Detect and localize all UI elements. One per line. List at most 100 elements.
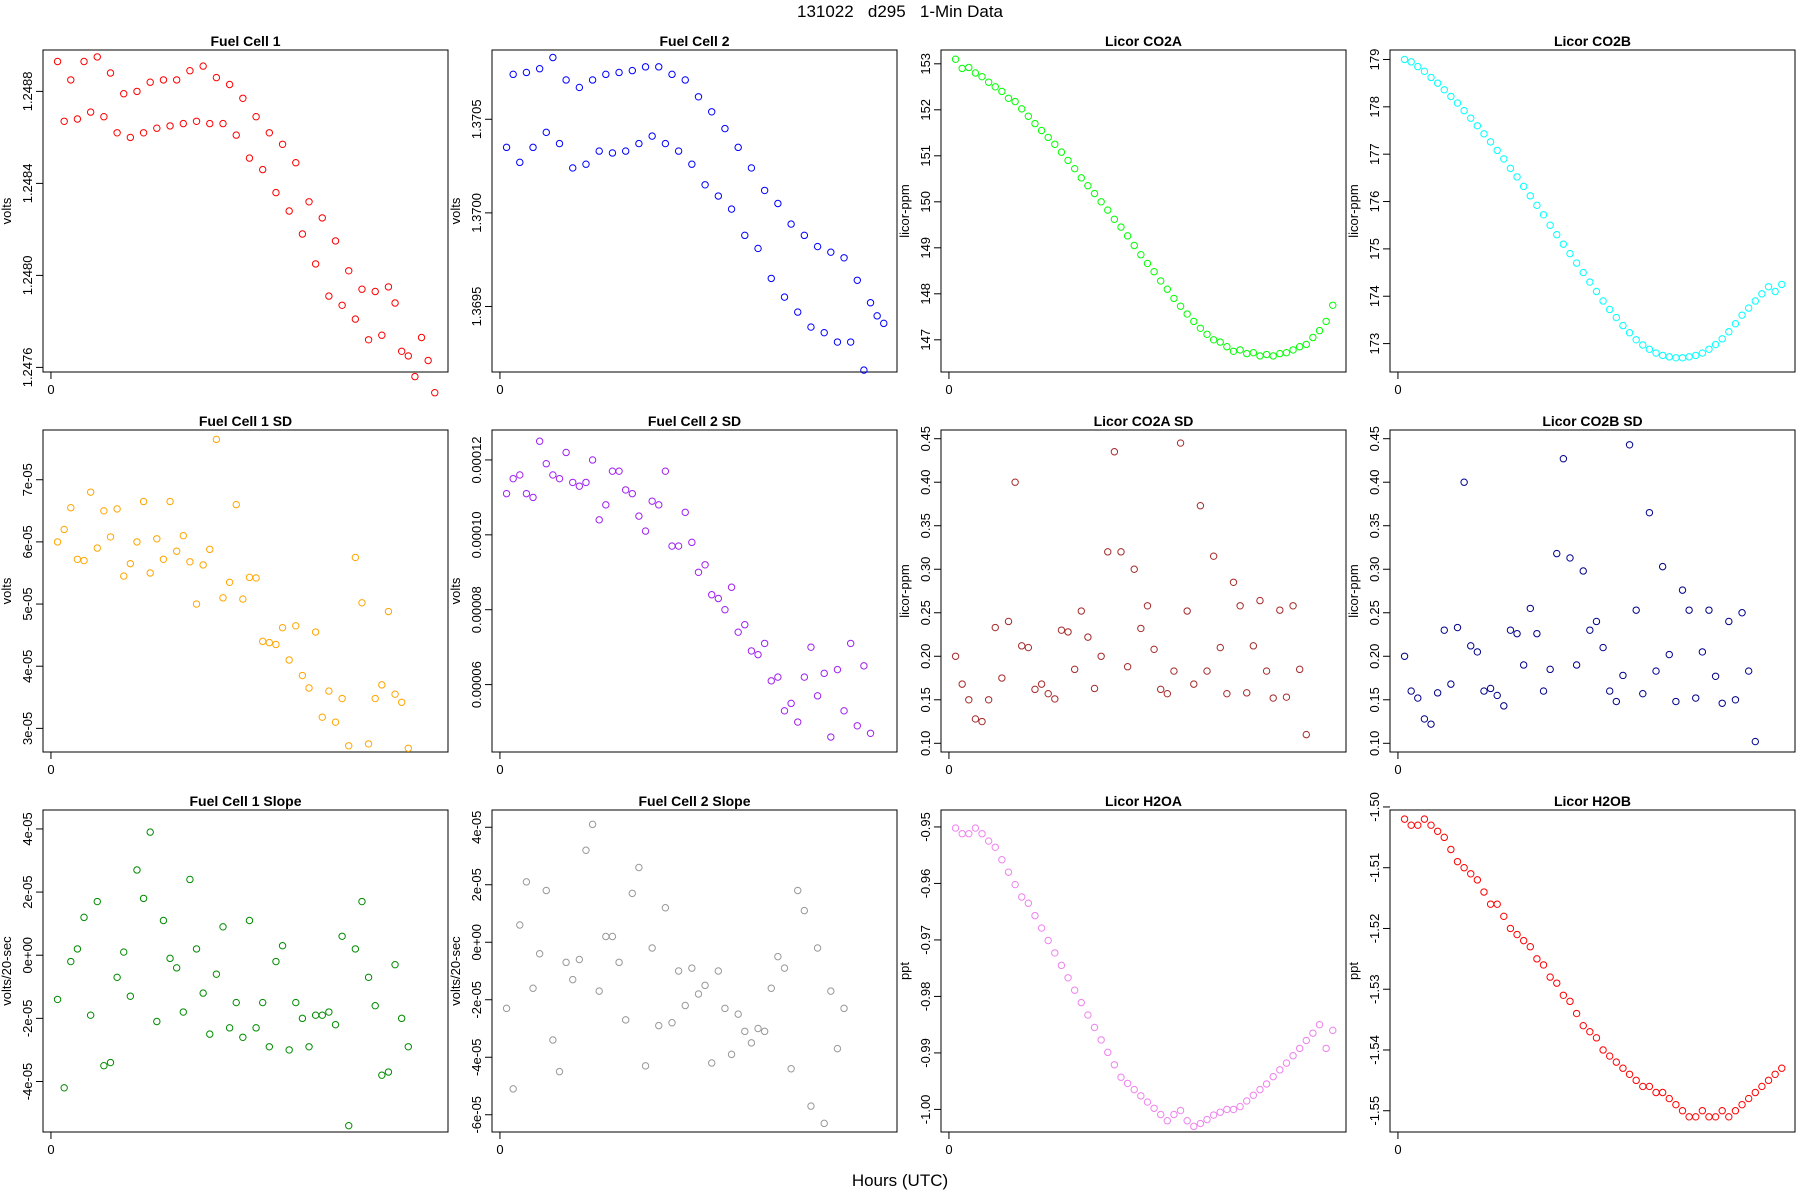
data-point <box>1262 350 1271 359</box>
data-point <box>971 69 980 77</box>
data-point <box>1329 1026 1337 1035</box>
x-tick-label: 0 <box>945 762 952 777</box>
data-point <box>80 57 88 66</box>
data-point <box>1420 815 1429 823</box>
y-tick-label: 175 <box>1367 238 1382 260</box>
data-point <box>1117 223 1125 231</box>
data-point <box>1685 606 1693 614</box>
y-tick-label: -6e-05 <box>469 1096 484 1134</box>
data-point <box>694 568 703 576</box>
data-point <box>1553 549 1561 558</box>
data-point <box>984 696 993 704</box>
panel-10: Licor H2OA ppt -1.00 -0.99 -0.98 -0.97 -0.96 -0… <box>897 793 1347 1157</box>
data-point <box>615 467 623 475</box>
data-point <box>588 76 597 84</box>
data-point <box>1553 979 1561 987</box>
data-point <box>681 508 689 517</box>
data-point <box>1493 691 1501 700</box>
y-tick-label: 0.30 <box>1367 557 1382 582</box>
data-point <box>767 274 775 283</box>
data-point <box>1711 1113 1720 1121</box>
data-point <box>1453 623 1462 632</box>
data-point <box>305 198 313 206</box>
data-point <box>86 108 95 116</box>
data-point <box>179 119 187 128</box>
data-point <box>1453 99 1462 107</box>
data-point <box>199 989 207 997</box>
data-point <box>688 538 696 547</box>
data-point <box>516 921 524 929</box>
panel-title: Fuel Cell 2 Slope <box>638 793 750 809</box>
data-point <box>991 623 999 632</box>
data-point <box>1599 297 1607 305</box>
data-point <box>1163 1117 1172 1125</box>
panel-6: Licor CO2A SD licor-ppm 0.10 0.15 0.20 0.25 0.… <box>897 413 1347 777</box>
data-point <box>741 620 749 629</box>
data-point <box>292 998 300 1007</box>
data-point <box>1229 347 1238 355</box>
data-point <box>853 722 861 730</box>
data-point <box>364 740 373 748</box>
data-point <box>1519 661 1528 669</box>
data-point <box>522 68 531 77</box>
data-point <box>1315 326 1324 335</box>
data-point <box>701 981 709 990</box>
data-point <box>1011 880 1019 889</box>
data-point <box>1130 1085 1138 1094</box>
y-tick-label: 5e-05 <box>20 587 35 620</box>
data-point <box>1004 617 1013 626</box>
data-point <box>378 681 386 689</box>
data-point <box>1619 1064 1627 1072</box>
data-point <box>767 677 775 685</box>
data-point <box>1090 1023 1099 1032</box>
data-point <box>172 547 181 555</box>
data-point <box>1586 278 1594 286</box>
data-point <box>780 964 789 972</box>
data-point <box>1236 346 1244 354</box>
y-tick-label: 1.2480 <box>20 256 35 296</box>
data-point <box>1216 643 1224 652</box>
data-point <box>225 80 234 89</box>
data-point <box>1778 1064 1786 1072</box>
data-point <box>1209 336 1218 344</box>
y-tick-label: 0.10 <box>918 731 933 756</box>
data-point <box>245 573 254 582</box>
data-point <box>1176 439 1185 447</box>
data-point <box>186 875 194 884</box>
data-point <box>1097 1036 1105 1044</box>
data-point <box>1097 652 1105 660</box>
data-point <box>113 973 121 982</box>
plot-frame <box>491 809 898 1133</box>
y-tick-label: 0.00012 <box>469 436 484 483</box>
plot-frame <box>491 49 898 373</box>
data-point <box>701 561 709 569</box>
data-point <box>384 283 393 291</box>
panel-0: Fuel Cell 1 volts 1.2476 1.2480 1.2484 1.2488… <box>0 33 449 397</box>
data-point <box>1289 602 1297 610</box>
data-point <box>1685 1113 1693 1121</box>
data-point <box>265 129 274 137</box>
x-tick-label: 0 <box>47 382 54 397</box>
data-point <box>674 542 683 550</box>
data-point <box>1738 609 1746 617</box>
data-point <box>139 497 148 506</box>
data-point <box>747 1039 756 1047</box>
data-point <box>708 591 716 599</box>
y-tick-label: 151 <box>918 145 933 167</box>
data-point <box>1110 1061 1119 1069</box>
x-tick-label: 0 <box>1394 1142 1401 1157</box>
data-point <box>1256 1085 1264 1094</box>
data-point <box>1262 667 1271 675</box>
data-point <box>846 338 855 346</box>
data-point <box>1751 297 1759 305</box>
data-point <box>133 538 141 546</box>
data-point <box>602 501 610 509</box>
data-point <box>754 1024 762 1033</box>
data-point <box>278 623 287 632</box>
data-point <box>1692 351 1700 360</box>
data-point <box>860 662 868 670</box>
data-point <box>1104 1048 1112 1057</box>
data-point <box>1302 730 1310 739</box>
panel-title: Licor H2OA <box>1105 793 1182 809</box>
data-point <box>688 964 696 972</box>
